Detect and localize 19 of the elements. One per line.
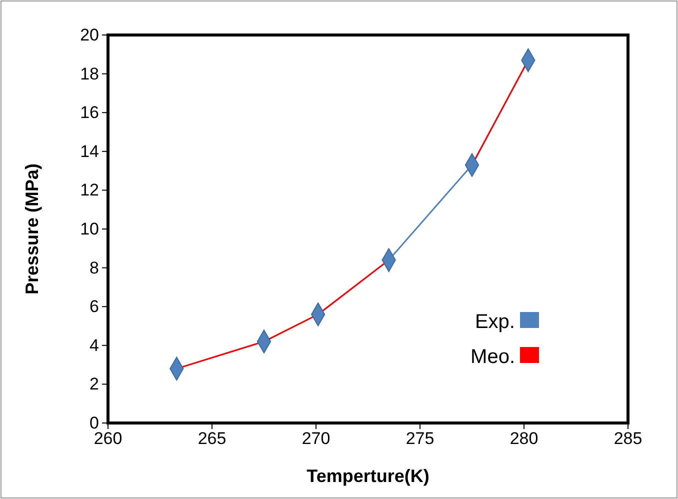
y-tick-label: 20	[80, 25, 99, 44]
y-tick-label: 16	[80, 103, 99, 122]
y-tick-label: 10	[80, 219, 99, 238]
x-tick-label: 270	[302, 429, 330, 448]
x-tick-label: 285	[614, 429, 642, 448]
y-tick-label: 8	[90, 258, 99, 278]
y-tick-label: 14	[80, 142, 99, 161]
x-tick-label: 280	[510, 429, 538, 448]
x-tick-label: 265	[198, 429, 226, 448]
y-tick-label: 4	[90, 336, 99, 355]
y-tick-label: 2	[90, 374, 99, 394]
legend-label: Exp.	[474, 311, 515, 333]
x-axis-title: Temperture(K)	[306, 466, 430, 486]
legend-label: Meo.	[470, 346, 515, 368]
x-tick-label: 275	[406, 429, 434, 448]
y-tick-label: 12	[80, 180, 99, 200]
y-tick-label: 6	[90, 297, 99, 316]
y-axis-title: Pressure (MPa)	[22, 163, 42, 295]
y-tick-label: 18	[80, 64, 99, 84]
